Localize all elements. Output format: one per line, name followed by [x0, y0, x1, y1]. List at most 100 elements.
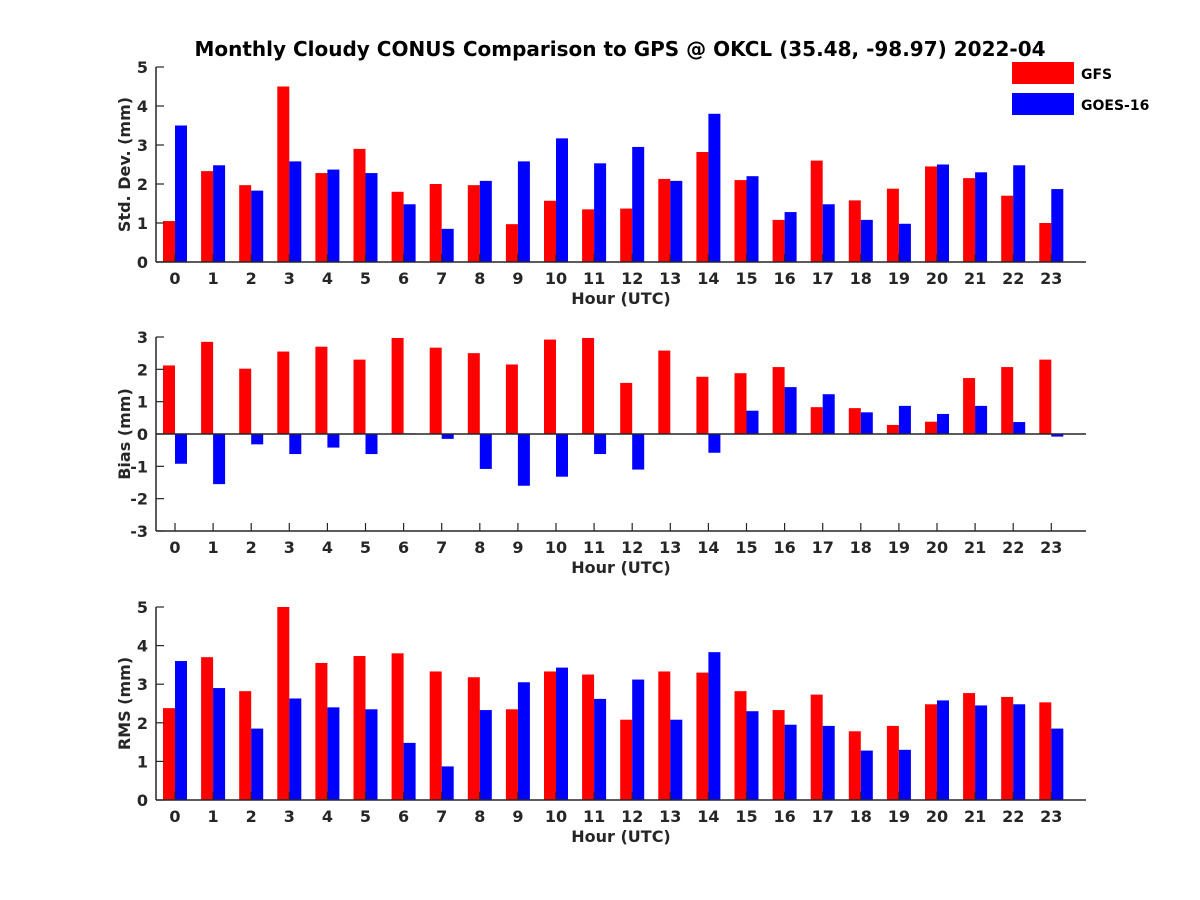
bar-gfs-hour-9: [505, 364, 518, 434]
bar-gfs-hour-18: [848, 408, 861, 434]
bar-gfs-hour-1: [201, 657, 214, 800]
legend-swatch-gfs: [1012, 62, 1074, 84]
x-tick-label: 6: [398, 269, 409, 288]
bar-goes-16-hour-18: [860, 412, 873, 434]
bar-gfs-hour-2: [239, 368, 252, 434]
bar-goes-16-hour-2: [251, 434, 264, 445]
bar-gfs-hour-3: [277, 86, 290, 262]
bar-gfs-hour-9: [505, 709, 518, 800]
x-tick-label: 17: [812, 538, 834, 557]
bar-gfs-hour-8: [467, 185, 480, 262]
x-tick-label: 20: [926, 269, 948, 288]
bar-goes-16-hour-16: [784, 212, 797, 262]
x-tick-label: 3: [284, 538, 295, 557]
x-tick-label: 8: [474, 538, 485, 557]
y-tick-label: 2: [137, 714, 148, 733]
bar-gfs-hour-20: [925, 166, 937, 262]
bar-goes-16-hour-17: [822, 725, 835, 800]
x-tick-label: 11: [583, 269, 605, 288]
y-tick-label: 4: [137, 637, 148, 656]
x-tick-label: 18: [850, 538, 872, 557]
bar-goes-16-hour-12: [632, 146, 645, 262]
bar-goes-16-hour-7: [441, 766, 454, 800]
bar-gfs-hour-16: [772, 367, 785, 434]
bar-goes-16-hour-6: [403, 742, 416, 800]
bar-goes-16-hour-4: [327, 169, 340, 262]
bar-goes-16-hour-20: [937, 164, 949, 262]
bar-goes-16-hour-2: [251, 728, 264, 800]
x-tick-label: 13: [659, 269, 681, 288]
bar-gfs-hour-11: [582, 337, 595, 434]
bar-goes-16-hour-23: [1051, 434, 1064, 437]
x-tick-label: 23: [1040, 269, 1062, 288]
x-tick-label: 10: [545, 538, 567, 557]
bar-gfs-hour-9: [505, 224, 518, 262]
y-tick-label: 5: [137, 598, 148, 617]
chart-legend: GFS GOES-16: [1012, 62, 1149, 115]
bar-goes-16-hour-15: [746, 176, 759, 262]
bar-gfs-hour-7: [429, 184, 442, 262]
bar-gfs-hour-15: [734, 691, 747, 800]
bar-gfs-hour-19: [886, 424, 899, 434]
bar-goes-16-hour-0: [175, 434, 187, 464]
bar-goes-16-hour-5: [365, 173, 378, 262]
bar-gfs-hour-22: [1001, 367, 1014, 434]
x-tick-label: 9: [512, 538, 523, 557]
x-tick-label: 19: [888, 538, 910, 557]
x-axis-label: Hour (UTC): [571, 827, 671, 846]
bar-goes-16-hour-16: [784, 724, 797, 800]
x-tick-label: 11: [583, 538, 605, 557]
bar-goes-16-hour-17: [822, 394, 835, 434]
x-tick-label: 10: [545, 269, 567, 288]
x-tick-label: 0: [169, 269, 180, 288]
bar-goes-16-hour-4: [327, 434, 340, 448]
bar-goes-16-hour-3: [289, 698, 302, 800]
bar-goes-16-hour-0: [175, 125, 187, 262]
y-tick-label: 2: [137, 360, 148, 379]
x-tick-label: 0: [169, 807, 180, 826]
x-tick-label: 15: [735, 538, 757, 557]
y-tick-label: 2: [137, 175, 148, 194]
bar-gfs-hour-7: [429, 671, 442, 800]
bar-goes-16-hour-19: [898, 749, 911, 800]
bar-goes-16-hour-2: [251, 190, 264, 262]
x-tick-label: 17: [812, 269, 834, 288]
bar-goes-16-hour-20: [937, 413, 949, 434]
bar-goes-16-hour-14: [708, 434, 721, 453]
bar-gfs-hour-21: [963, 693, 976, 800]
y-tick-label: 3: [137, 675, 148, 694]
legend-label-gfs: GFS: [1081, 67, 1112, 83]
y-tick-label: 1: [137, 214, 148, 233]
bar-gfs-hour-4: [315, 662, 328, 800]
bar-gfs-hour-0: [163, 221, 175, 262]
bar-goes-16-hour-18: [860, 219, 873, 262]
bar-gfs-hour-10: [544, 200, 556, 262]
bar-gfs-hour-19: [886, 725, 899, 800]
bar-goes-16-hour-10: [556, 667, 568, 800]
bar-gfs-hour-18: [848, 200, 861, 262]
bar-goes-16-hour-21: [975, 172, 988, 262]
bar-gfs-hour-4: [315, 346, 328, 434]
bar-gfs-hour-17: [810, 694, 823, 800]
bar-goes-16-hour-8: [479, 434, 492, 469]
y-tick-label: 0: [137, 253, 148, 272]
x-tick-label: 10: [545, 807, 567, 826]
x-tick-label: 15: [735, 269, 757, 288]
x-tick-label: 0: [169, 538, 180, 557]
y-axis-label: RMS (mm): [115, 657, 134, 750]
bar-goes-16-hour-23: [1051, 189, 1064, 262]
x-tick-label: 14: [697, 269, 719, 288]
bar-goes-16-hour-19: [898, 223, 911, 262]
x-tick-label: 12: [621, 538, 643, 557]
bar-gfs-hour-3: [277, 607, 290, 800]
legend-label-goes-16: GOES-16: [1081, 98, 1149, 114]
y-tick-label: 1: [137, 393, 148, 412]
bar-gfs-hour-23: [1039, 702, 1052, 800]
bar-gfs-hour-14: [696, 152, 709, 262]
x-tick-label: 2: [246, 538, 257, 557]
x-tick-label: 22: [1002, 269, 1024, 288]
x-tick-label: 22: [1002, 807, 1024, 826]
